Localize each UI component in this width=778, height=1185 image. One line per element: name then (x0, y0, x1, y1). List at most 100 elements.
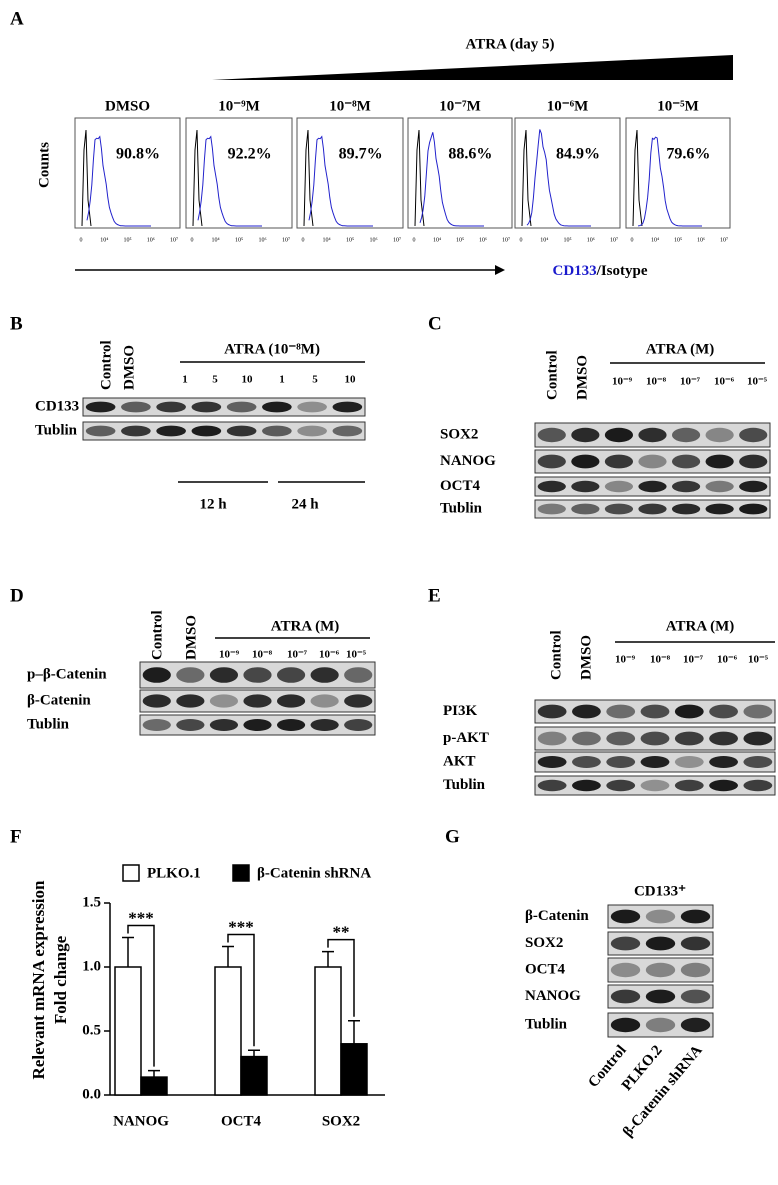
y-tick-label: 1.5 (82, 894, 101, 910)
axis-tick-label: 10⁷ (170, 237, 178, 243)
axis-tick-label: 10⁷ (282, 237, 290, 243)
blot-band (156, 401, 186, 413)
y-axis-label: Fold change (51, 935, 70, 1024)
blot-band (332, 401, 363, 413)
row-label: NANOG (440, 453, 496, 469)
blot-band (310, 719, 339, 731)
bar (214, 966, 242, 1096)
lane-label: DMSO (578, 635, 594, 680)
blot-band (344, 719, 373, 731)
legend-swatch (232, 864, 250, 882)
blot-band (604, 454, 634, 469)
blot-band (297, 401, 327, 413)
row-label: AKT (443, 753, 476, 769)
lane-number: 5 (212, 374, 218, 386)
blot-band (743, 756, 773, 768)
blot-band (705, 427, 734, 443)
concentration-label: 10⁻⁸ (646, 376, 667, 388)
error-bar (222, 945, 234, 967)
error-bar (348, 1020, 360, 1044)
blot-band (705, 454, 734, 469)
blot-band (638, 480, 667, 493)
blot-band (606, 731, 636, 746)
blot-band (604, 503, 634, 515)
axis-tick-label: 10⁷ (610, 237, 618, 243)
blot-band (610, 962, 641, 978)
cd133-curve (308, 135, 373, 227)
blot-band (610, 936, 641, 951)
treatment-label: ATRA (M) (271, 618, 339, 634)
axis-tick-label: 10⁶ (147, 237, 155, 243)
y-axis-label: Counts (36, 142, 52, 188)
percent-label: 84.9% (556, 146, 600, 163)
blot-band (680, 909, 711, 924)
row-label: CD133 (35, 398, 79, 414)
axis-tick-label: 10⁴ (322, 237, 330, 243)
histogram-title: 10⁻⁶M (547, 98, 589, 114)
isotype-curve (303, 129, 314, 227)
isotype-name: /Isotype (596, 263, 648, 279)
panel-label: E (428, 585, 441, 606)
blot-strip (534, 775, 776, 796)
cd133-curve (419, 132, 484, 227)
isotype-curve (414, 129, 425, 227)
cd133-curve (637, 136, 702, 227)
blot-band (537, 704, 567, 719)
axis-tick-label: 10⁴ (651, 237, 659, 243)
blot-band (537, 454, 566, 469)
blot-band (606, 756, 636, 768)
blot-band (344, 694, 373, 708)
blot-strip (607, 957, 714, 983)
blot-band (610, 1017, 641, 1033)
isotype-curve (521, 129, 532, 227)
blot-band (226, 401, 257, 413)
y-tick-label: 0.0 (82, 1086, 101, 1102)
blot-band (537, 731, 567, 746)
lane-number: 1 (182, 374, 188, 386)
blot-band (142, 694, 171, 708)
row-label: β-Catenin (27, 692, 91, 708)
blot-band (297, 425, 327, 437)
blot-band (537, 503, 566, 515)
y-axis-label: Relevant mRNA expression (29, 880, 48, 1079)
lane-label: DMSO (183, 615, 199, 660)
concentration-label: 10⁻⁷ (287, 649, 308, 661)
significance-bracket (127, 924, 155, 1067)
lane-number: 10 (242, 374, 254, 386)
concentration-label: 10⁻⁹ (219, 649, 240, 661)
blot-band (276, 694, 306, 708)
axis-tick-label: 10⁵ (456, 237, 464, 243)
concentration-label: 10⁻⁵ (346, 649, 367, 661)
significance-label: *** (228, 917, 254, 936)
axis-tick-label: 0 (80, 237, 83, 243)
x-tick-label: NANOG (113, 1113, 169, 1129)
blot-band (262, 401, 292, 413)
row-label: Tublin (525, 1016, 568, 1032)
blot-band (671, 480, 701, 493)
axis-tick-label: 10⁵ (563, 237, 571, 243)
blot-band (276, 667, 306, 683)
x-tick-label: OCT4 (221, 1113, 262, 1129)
axis-tick-label: 10⁶ (258, 237, 266, 243)
error-bar (322, 950, 334, 967)
legend-swatch (122, 864, 140, 882)
histogram-box (296, 117, 404, 229)
blot-band (537, 779, 567, 792)
axis-tick-label: 10⁶ (479, 237, 487, 243)
blot-band (705, 480, 734, 493)
blot-band (262, 425, 292, 437)
time-label: 12 h (199, 496, 227, 512)
blot-band (243, 694, 272, 708)
blot-band (640, 731, 670, 746)
blot-band (121, 425, 151, 437)
blot-band (680, 1017, 711, 1033)
percent-label: 89.7% (339, 146, 383, 163)
blot-band (191, 425, 222, 437)
blot-band (537, 480, 566, 493)
blot-band (645, 1017, 676, 1033)
blot-band (709, 704, 738, 719)
legend-label: β-Catenin shRNA (257, 865, 371, 881)
blot-band (156, 425, 186, 437)
blot-band (709, 731, 738, 746)
histogram-title: 10⁻⁹M (218, 98, 260, 114)
